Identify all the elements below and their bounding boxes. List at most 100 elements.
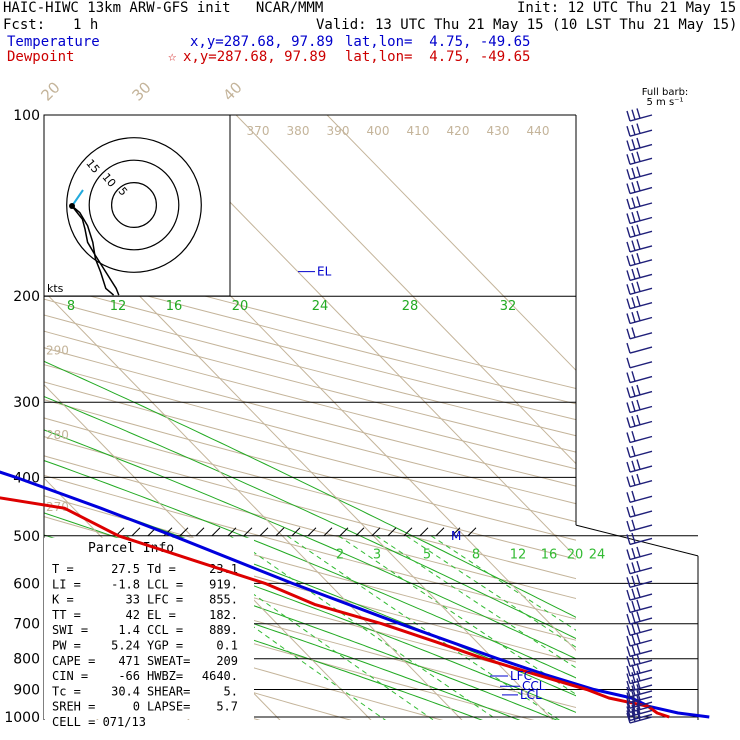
parcel-info-row: SWI = 1.4 CCL = 889.: [52, 623, 238, 637]
parcel-info-row: TT = 42 EL = 182.: [52, 608, 238, 622]
parcel-info-key: HWBZ=: [147, 669, 183, 683]
dry-adiabat-line: [44, 474, 576, 620]
parcel-info-row: K = 33 LFC = 855.: [52, 593, 238, 607]
wind-barb-icon: [626, 490, 653, 503]
isobar-tick: [451, 527, 461, 537]
theta-label: 390: [327, 124, 350, 138]
moist-adiabat-label: 28: [402, 299, 419, 314]
isobar-tick: [195, 527, 205, 537]
wind-barb-icon: [626, 267, 653, 282]
wind-barb-icon: [626, 684, 653, 698]
dry-adiabat-line: [44, 330, 576, 470]
theta-label: 290: [46, 344, 69, 358]
level-marker-ccl: CCL: [522, 679, 546, 693]
parcel-info-value: 42: [126, 608, 140, 622]
parcel-info-value: 209: [216, 654, 238, 668]
parcel-info-key: CCL =: [147, 623, 183, 637]
isobar-tick: [163, 527, 173, 537]
parcel-info-value: 5.24: [111, 639, 140, 653]
isobar-tick: [467, 527, 477, 537]
moist-adiabat-line: [44, 395, 576, 640]
wind-barb-icon: [626, 281, 653, 295]
wind-barb-icon: [626, 459, 653, 473]
dry-adiabat-line: [44, 455, 576, 600]
mixing-ratio-label: 12: [510, 547, 527, 562]
wind-barb-icon: [626, 587, 653, 601]
dewpoint-xy: x,y=287.68, 97.89: [183, 49, 327, 65]
parcel-info-value: 4640.: [202, 669, 238, 683]
isobar-tick: [355, 527, 365, 537]
mixing-ratio-label: 16: [541, 547, 558, 562]
temperature-profile-line: [0, 470, 710, 719]
parcel-info-value: 30.4: [111, 684, 140, 698]
parcel-info-value: 5.: [224, 684, 238, 698]
parcel-info-value: 471: [118, 654, 140, 668]
wind-barb-icon: [626, 371, 653, 384]
pressure-label: 500: [13, 529, 40, 545]
wind-barb-icon: [626, 210, 653, 225]
parcel-info-value: 33: [126, 593, 140, 607]
moist-adiabat-line: [44, 459, 576, 679]
wind-barb-icon: [626, 622, 653, 636]
wind-barb-icon: [626, 663, 653, 677]
parcel-info-key: CELL = 071/13: [52, 715, 146, 729]
parcel-info-key: Td =: [147, 562, 176, 576]
wind-barb-icon: [626, 653, 653, 667]
theta-label: 420: [447, 124, 470, 138]
parcel-info-value: 855.: [209, 593, 238, 607]
parcel-info-value: -66: [118, 669, 140, 683]
theta-label: 430: [487, 124, 510, 138]
wind-barb-icon: [626, 633, 653, 647]
moist-adiabat-line: [44, 512, 576, 713]
wind-barb-icon: [626, 123, 653, 137]
isotherm-line: [144, 115, 576, 558]
isobar-tick: [179, 527, 189, 537]
isobar-tick: [371, 527, 381, 537]
parcel-info-key: LFC =: [147, 593, 183, 607]
isobar-tick: [339, 527, 349, 537]
wind-barb-icon: [626, 599, 653, 614]
parcel-info-key: T =: [52, 562, 74, 576]
level-marker-el: EL: [317, 265, 332, 279]
dewpoint-profile-line: [0, 496, 670, 719]
isobar-tick: [419, 527, 429, 537]
pressure-label: 100: [13, 108, 40, 124]
mixing-ratio-label: 5: [423, 547, 431, 562]
dry-adiabat-line: [44, 298, 576, 437]
parcel-info-key: YGP =: [147, 639, 183, 653]
temperature-legend-label: Temperature: [7, 34, 100, 50]
mixing-ratio-label: 20: [567, 547, 584, 562]
dry-adiabat-line: [44, 582, 535, 720]
valid-time: Valid: 13 UTC Thu 21 May 15 (10 LST Thu …: [316, 17, 738, 33]
dry-adiabat-line: [44, 436, 576, 580]
wind-barb-icon: [626, 180, 653, 195]
parcel-info-title: Parcel Info: [88, 541, 174, 556]
wind-barb-icon: [626, 166, 653, 180]
wind-barb-icon: [626, 310, 653, 325]
hodograph-ring: [110, 182, 157, 229]
moist-adiabat-label: 16: [166, 299, 183, 314]
mixing-ratio-label: 3: [373, 547, 381, 562]
parcel-info-key: SWEAT=: [147, 654, 190, 668]
parcel-info-value: 919.: [209, 577, 238, 591]
wind-barb-icon: [626, 695, 653, 709]
parcel-info-key: EL =: [147, 608, 176, 622]
wind-barb-icon: [626, 710, 653, 724]
wind-barb-icon: [626, 399, 653, 414]
parcel-info-key: K =: [52, 593, 74, 607]
hodograph-ring: [88, 159, 180, 251]
wind-barb-icon: [626, 505, 653, 518]
parcel-info-value: 182.: [209, 608, 238, 622]
pressure-label: 300: [13, 395, 40, 411]
wind-barb-icon: [626, 342, 653, 354]
parcel-info-key: LI =: [52, 577, 81, 591]
isotherm-line: [44, 290, 463, 720]
wind-barb-icon: [626, 430, 653, 444]
wind-barb-icon: [626, 414, 653, 429]
hodograph-trace: [71, 205, 115, 296]
pressure-label: 900: [13, 683, 40, 699]
parcel-info-key: CIN =: [52, 669, 88, 683]
dry-adiabat-line: [44, 268, 576, 405]
isobar-tick: [403, 527, 413, 537]
